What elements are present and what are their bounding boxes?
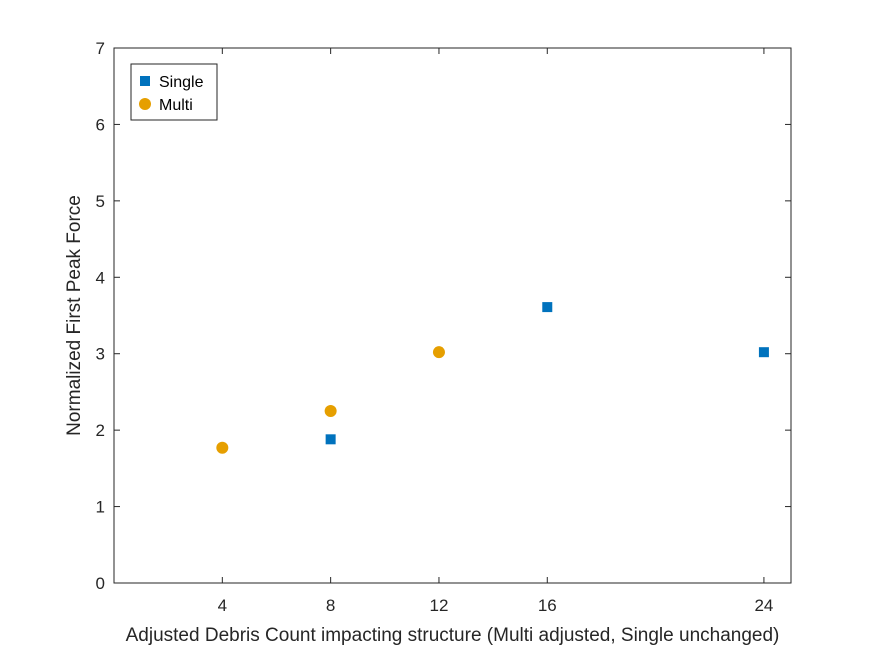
x-axis-ticks: 4 8 12 16 24 [218,48,773,615]
y-tick-label: 6 [96,115,105,134]
y-tick-label: 2 [96,421,105,440]
y-tick-label: 7 [96,39,105,58]
data-point-multi [324,405,337,418]
legend-label-single: Single [159,74,204,91]
y-tick-label: 5 [96,192,105,211]
legend-marker-single [140,76,150,86]
x-axis-label: Adjusted Debris Count impacting structur… [126,625,780,646]
y-tick-label: 0 [96,574,105,593]
x-tick-label: 4 [218,596,227,615]
legend-label-multi: Multi [159,97,193,114]
legend-marker-multi [139,98,151,110]
y-tick-label: 1 [96,498,105,517]
y-tick-label: 4 [96,268,105,287]
x-tick-label: 16 [538,596,557,615]
data-points [216,302,769,454]
data-point-single [325,434,336,445]
y-tick-label: 3 [96,345,105,364]
data-point-single [758,347,769,358]
data-point-single [542,302,553,313]
x-tick-label: 12 [429,596,448,615]
legend: Single Multi [130,63,218,121]
x-tick-label: 24 [754,596,773,615]
x-tick-label: 8 [326,596,335,615]
data-point-multi [216,441,229,454]
y-axis-ticks: 0 1 2 3 4 5 6 7 [96,39,791,593]
legend-box [130,63,218,121]
data-point-multi [432,346,445,359]
y-axis-label: Normalized First Peak Force [64,195,85,436]
plot-area [113,47,792,584]
